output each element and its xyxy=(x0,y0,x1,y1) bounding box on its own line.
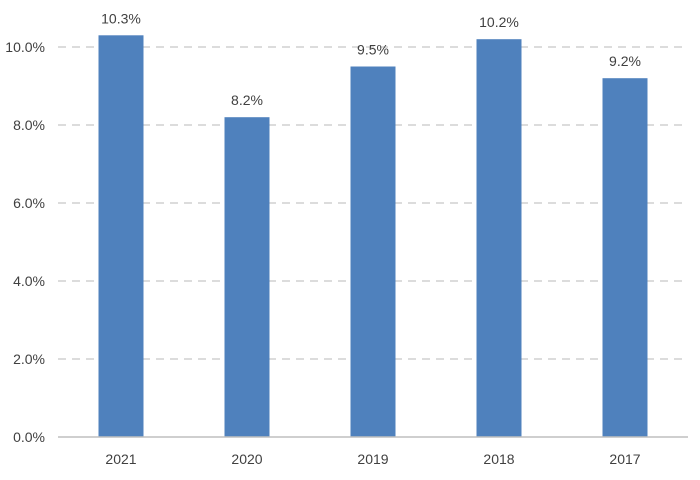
x-tick-label-2017: 2017 xyxy=(609,451,640,467)
data-label-2017: 9.2% xyxy=(609,53,641,69)
bar-2021 xyxy=(98,35,144,438)
x-tick-label-2019: 2019 xyxy=(357,451,388,467)
x-tick-label-2018: 2018 xyxy=(483,451,514,467)
bar-2017 xyxy=(602,78,648,437)
x-tick-label-2021: 2021 xyxy=(105,451,136,467)
data-labels: 10.3% 8.2% 9.5% 10.2% 9.2% xyxy=(101,10,641,108)
data-label-2020: 8.2% xyxy=(231,92,263,108)
bar-2019 xyxy=(350,66,396,437)
data-label-2021: 10.3% xyxy=(101,10,141,26)
y-axis-ticks: 0.0% 2.0% 4.0% 6.0% 8.0% 10.0% xyxy=(5,39,45,445)
y-tick-label: 2.0% xyxy=(13,351,45,367)
bar-2020 xyxy=(224,117,270,437)
y-tick-label: 4.0% xyxy=(13,273,45,289)
x-axis-ticks: 2021 2020 2019 2018 2017 xyxy=(105,451,640,467)
y-tick-label: 0.0% xyxy=(13,429,45,445)
bar-2018 xyxy=(476,39,522,437)
bars xyxy=(98,35,648,438)
y-tick-label: 10.0% xyxy=(5,39,45,55)
y-tick-label: 6.0% xyxy=(13,195,45,211)
y-tick-label: 8.0% xyxy=(13,117,45,133)
data-label-2018: 10.2% xyxy=(479,14,519,30)
x-tick-label-2020: 2020 xyxy=(231,451,262,467)
data-label-2019: 9.5% xyxy=(357,42,389,58)
